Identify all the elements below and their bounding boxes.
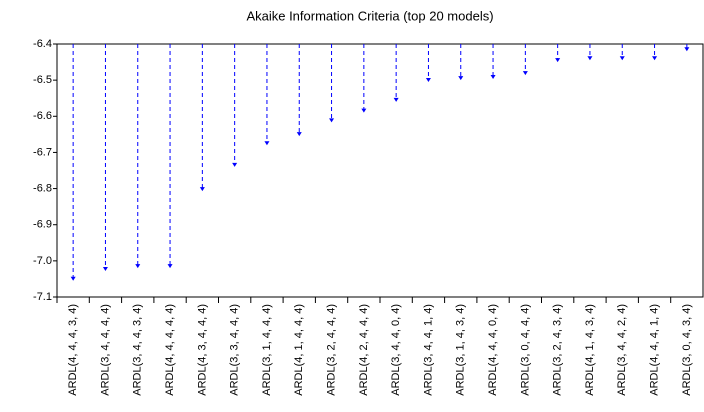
x-tick-label: ARDL(3, 1, 4, 4, 4) (261, 304, 273, 396)
arrow-head (555, 58, 561, 63)
chart-title: Akaike Information Criteria (top 20 mode… (246, 8, 493, 23)
arrow-head (587, 56, 593, 61)
y-tick-label: -6.9 (33, 219, 52, 231)
arrow-head (652, 56, 658, 61)
y-tick-label: -7.1 (33, 291, 52, 303)
arrow-head (70, 276, 76, 281)
arrow-head (199, 187, 205, 192)
x-tick-label: ARDL(4, 4, 4, 3, 4) (67, 304, 79, 396)
arrow-head (264, 141, 270, 146)
x-tick-label: ARDL(3, 4, 4, 1, 4) (422, 304, 434, 396)
arrow-head (361, 108, 367, 113)
plot-frame (56, 43, 704, 298)
arrow-head (232, 162, 238, 167)
y-tick-label: -6.8 (33, 182, 52, 194)
x-tick-label: ARDL(3, 4, 4, 0, 4) (390, 304, 402, 396)
x-tick-label: ARDL(3, 4, 4, 2, 4) (616, 304, 628, 396)
y-tick-label: -7.0 (33, 255, 52, 267)
arrow-head (102, 266, 108, 271)
x-tick-label: ARDL(3, 4, 4, 4, 4) (99, 304, 111, 396)
x-tick-label: ARDL(3, 0, 4, 4, 4) (519, 304, 531, 396)
x-tick-label: ARDL(4, 4, 4, 0, 4) (487, 304, 499, 396)
x-tick-label: ARDL(4, 4, 4, 4, 4) (164, 304, 176, 396)
x-tick-label: ARDL(3, 2, 4, 4, 4) (325, 304, 337, 396)
arrow-head (135, 264, 141, 269)
arrow-head (684, 47, 690, 52)
x-tick-label: ARDL(3, 0, 4, 3, 4) (681, 304, 693, 396)
x-tick-label: ARDL(4, 2, 4, 4, 4) (358, 304, 370, 396)
arrow-head (619, 56, 625, 61)
x-tick-label: ARDL(3, 2, 4, 3, 4) (552, 304, 564, 396)
x-tick-label: ARDL(3, 1, 4, 3, 4) (455, 304, 467, 396)
arrow-head (490, 75, 496, 80)
arrow-head (296, 132, 302, 137)
arrow-head (329, 118, 335, 123)
arrow-head (425, 77, 431, 82)
y-tick-label: -6.7 (33, 146, 52, 158)
x-tick-label: ARDL(3, 3, 4, 4, 4) (229, 304, 241, 396)
arrow-head (522, 71, 528, 76)
x-tick-label: ARDL(4, 3, 4, 4, 4) (196, 304, 208, 396)
x-tick-label: ARDL(3, 4, 4, 3, 4) (132, 304, 144, 396)
y-tick-label: -6.5 (33, 74, 52, 86)
arrow-head (393, 97, 399, 102)
arrow-head (458, 76, 464, 81)
arrow-head (167, 264, 173, 269)
x-tick-label: ARDL(4, 1, 4, 3, 4) (584, 304, 596, 396)
x-tick-label: ARDL(4, 1, 4, 4, 4) (293, 304, 305, 396)
y-tick-label: -6.6 (33, 110, 52, 122)
x-tick-label: ARDL(4, 4, 4, 1, 4) (648, 304, 660, 396)
y-tick-label: -6.4 (33, 38, 52, 50)
